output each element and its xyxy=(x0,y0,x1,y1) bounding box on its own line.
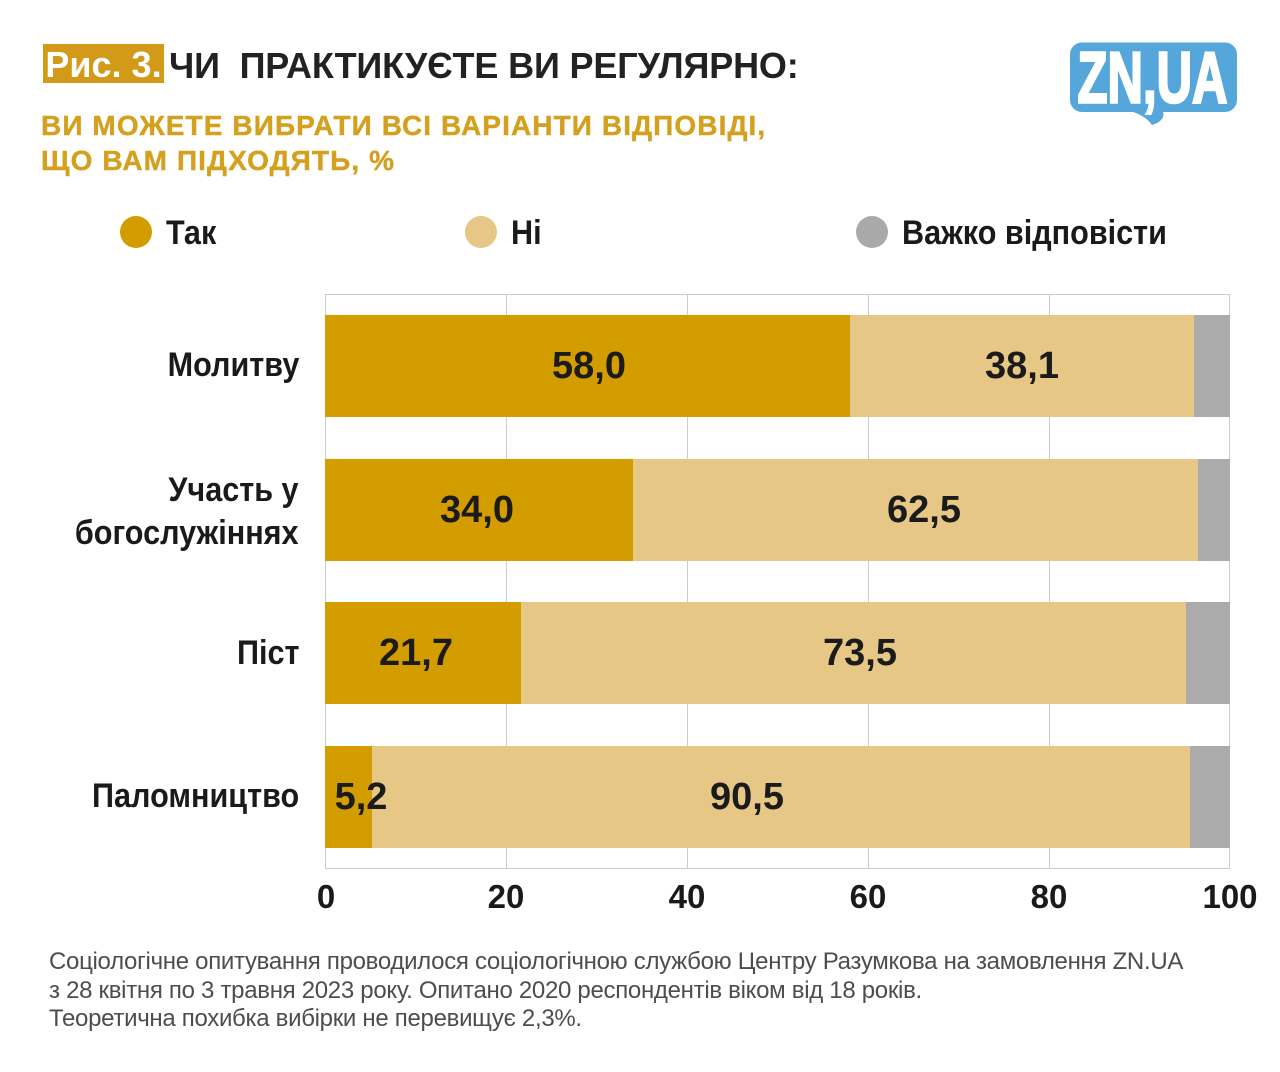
svg-text:ZN,UA: ZN,UA xyxy=(1078,39,1228,119)
